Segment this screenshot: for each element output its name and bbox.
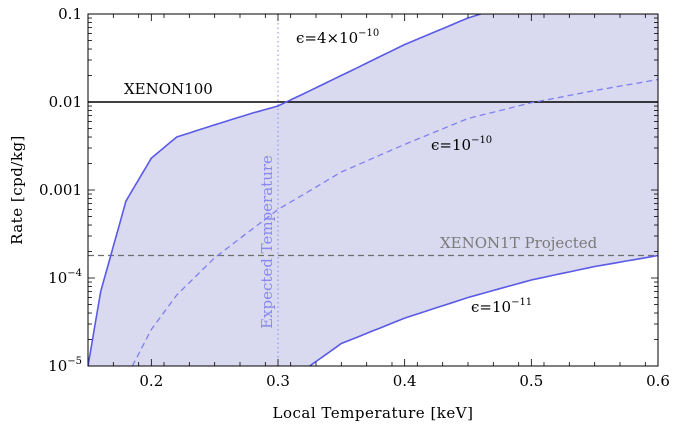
eps1e-10-label: ϵ=10−10 <box>431 135 492 154</box>
y-axis-title: Rate [cpd/kg] <box>8 135 26 245</box>
x-tick-label: 0.5 <box>519 372 543 390</box>
eps1e-11-label: ϵ=10−11 <box>471 297 532 316</box>
x-tick-label: 0.3 <box>266 372 290 390</box>
xenon1t-label: XENON1T Projected <box>440 234 598 252</box>
allowed-region-band <box>88 14 658 366</box>
y-tick-label: 0.001 <box>39 181 82 199</box>
x-tick-label: 0.6 <box>646 372 670 390</box>
y-tick-label: 0.1 <box>58 5 82 23</box>
eps4e-10-label: ϵ=4×10−10 <box>296 28 379 47</box>
x-axis-title: Local Temperature [keV] <box>273 404 474 422</box>
expected-temp-label: Expected Temperature <box>258 155 276 329</box>
y-tick-label: 10−4 <box>48 268 82 287</box>
xenon100-label: XENON100 <box>124 80 213 98</box>
plot-area: 0.2 0.3 0.4 0.5 0.6 0.1 0.01 0.001 10−4 10−5 ϵ=4×… <box>39 5 670 390</box>
y-tick-label: 10−5 <box>48 356 82 375</box>
x-tick-label: 0.4 <box>393 372 417 390</box>
eps1e-10-curve <box>131 78 658 366</box>
eps1e-11-curve <box>309 254 658 366</box>
eps4e-10-curve <box>88 14 481 366</box>
y-tick-label: 0.01 <box>49 93 82 111</box>
x-tick-label: 0.2 <box>139 372 163 390</box>
